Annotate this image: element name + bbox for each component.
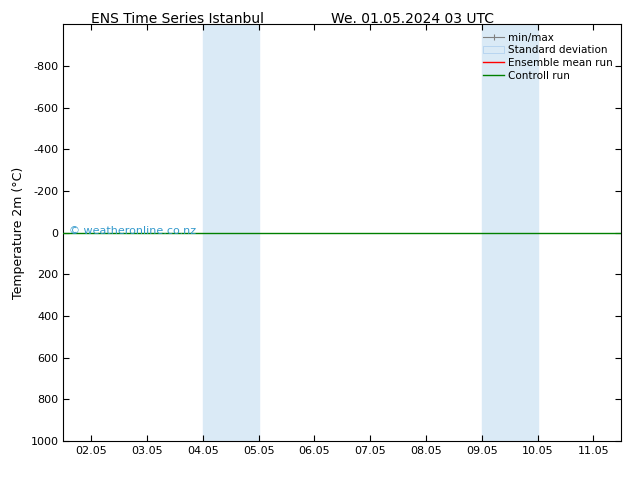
Text: We. 01.05.2024 03 UTC: We. 01.05.2024 03 UTC xyxy=(330,12,494,26)
Text: © weatheronline.co.nz: © weatheronline.co.nz xyxy=(69,226,196,236)
Text: ENS Time Series Istanbul: ENS Time Series Istanbul xyxy=(91,12,264,26)
Y-axis label: Temperature 2m (°C): Temperature 2m (°C) xyxy=(12,167,25,299)
Bar xyxy=(203,24,259,441)
Bar xyxy=(482,24,538,441)
Legend: min/max, Standard deviation, Ensemble mean run, Controll run: min/max, Standard deviation, Ensemble me… xyxy=(480,30,616,84)
